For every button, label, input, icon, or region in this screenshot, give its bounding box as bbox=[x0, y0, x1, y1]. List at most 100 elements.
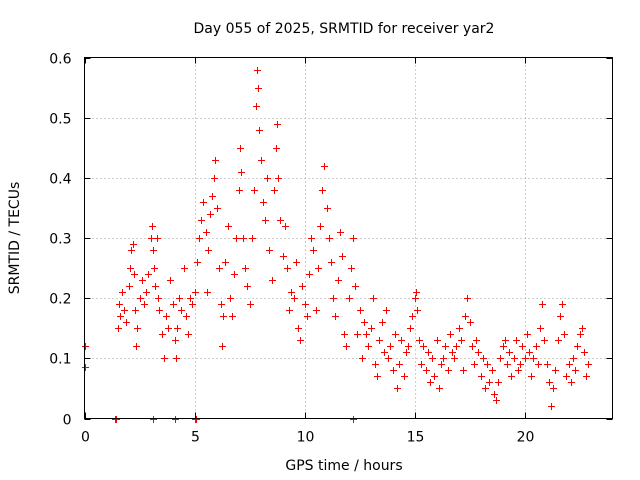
data-point bbox=[238, 169, 245, 176]
data-point bbox=[511, 355, 518, 362]
data-point bbox=[368, 325, 375, 332]
data-point bbox=[242, 265, 249, 272]
data-point bbox=[219, 343, 226, 350]
data-point bbox=[370, 295, 377, 302]
data-point bbox=[220, 313, 227, 320]
data-point bbox=[387, 343, 394, 350]
data-point bbox=[517, 361, 524, 368]
data-point bbox=[123, 319, 130, 326]
x-tick-label: 5 bbox=[191, 430, 200, 446]
data-point bbox=[113, 416, 120, 423]
data-point bbox=[530, 355, 537, 362]
data-point bbox=[467, 319, 474, 326]
data-point bbox=[145, 271, 152, 278]
data-point bbox=[427, 379, 434, 386]
data-point bbox=[453, 343, 460, 350]
data-point bbox=[381, 349, 388, 356]
data-point bbox=[374, 373, 381, 380]
data-point bbox=[539, 301, 546, 308]
data-point bbox=[82, 364, 89, 371]
x-axis-label: GPS time / hours bbox=[285, 458, 402, 474]
data-point bbox=[343, 343, 350, 350]
data-point bbox=[264, 175, 271, 182]
data-point bbox=[205, 247, 212, 254]
data-point bbox=[561, 331, 568, 338]
data-point bbox=[324, 205, 331, 212]
data-point bbox=[436, 385, 443, 392]
data-point bbox=[495, 379, 502, 386]
data-point bbox=[550, 385, 557, 392]
data-point bbox=[513, 337, 520, 344]
data-point bbox=[137, 295, 144, 302]
data-point bbox=[291, 295, 298, 302]
data-point bbox=[493, 397, 500, 404]
data-point bbox=[425, 349, 432, 356]
data-point bbox=[519, 343, 526, 350]
grid-lines bbox=[84, 57, 613, 419]
data-point bbox=[132, 307, 139, 314]
data-point bbox=[420, 343, 427, 350]
data-point bbox=[306, 271, 313, 278]
data-point bbox=[423, 367, 430, 374]
data-point bbox=[127, 265, 134, 272]
data-point bbox=[173, 355, 180, 362]
data-point bbox=[339, 253, 346, 260]
y-tick-label: 0.5 bbox=[49, 112, 71, 128]
data-point bbox=[251, 187, 258, 194]
data-point bbox=[167, 277, 174, 284]
data-point bbox=[237, 145, 244, 152]
data-point bbox=[407, 325, 414, 332]
data-point bbox=[330, 295, 337, 302]
data-point bbox=[585, 361, 592, 368]
data-point bbox=[552, 367, 559, 374]
data-point bbox=[170, 301, 177, 308]
data-point bbox=[126, 283, 133, 290]
data-point bbox=[442, 343, 449, 350]
y-tick-label: 0.4 bbox=[49, 172, 71, 188]
data-point bbox=[484, 361, 491, 368]
data-point bbox=[557, 313, 564, 320]
data-point bbox=[326, 235, 333, 242]
data-point bbox=[150, 247, 157, 254]
x-tick-label: 15 bbox=[407, 430, 425, 446]
data-point bbox=[216, 265, 223, 272]
data-point bbox=[198, 217, 205, 224]
data-point bbox=[117, 313, 124, 320]
data-point bbox=[447, 331, 454, 338]
data-point bbox=[151, 265, 158, 272]
data-point bbox=[508, 373, 515, 380]
x-tick-label: 10 bbox=[297, 430, 315, 446]
data-point bbox=[405, 343, 412, 350]
data-point bbox=[82, 343, 89, 350]
data-point bbox=[570, 355, 577, 362]
data-point bbox=[392, 331, 399, 338]
y-tick-label: 0.3 bbox=[49, 232, 71, 248]
data-point bbox=[555, 337, 562, 344]
data-point bbox=[176, 295, 183, 302]
data-point bbox=[434, 337, 441, 344]
axes: 0 0.1 0.2 0.3 0.4 0.5 0.6 0 5 10 15 20 bbox=[49, 52, 613, 446]
data-point bbox=[258, 157, 265, 164]
data-point bbox=[535, 361, 542, 368]
y-tick-label: 0.1 bbox=[49, 352, 71, 368]
data-point bbox=[418, 361, 425, 368]
data-point bbox=[379, 319, 386, 326]
data-point bbox=[456, 325, 463, 332]
data-point bbox=[502, 337, 509, 344]
data-point bbox=[332, 313, 339, 320]
data-point bbox=[172, 416, 179, 423]
data-point bbox=[295, 325, 302, 332]
data-point bbox=[346, 295, 353, 302]
data-point bbox=[262, 217, 269, 224]
data-point bbox=[211, 175, 218, 182]
data-point bbox=[141, 301, 148, 308]
data-point bbox=[480, 355, 487, 362]
data-points bbox=[82, 67, 592, 423]
data-point bbox=[284, 265, 291, 272]
data-point bbox=[462, 313, 469, 320]
y-tick-label: 0.2 bbox=[49, 292, 71, 308]
data-point bbox=[115, 325, 122, 332]
data-point bbox=[174, 325, 181, 332]
data-point bbox=[189, 301, 196, 308]
data-point bbox=[489, 367, 496, 374]
